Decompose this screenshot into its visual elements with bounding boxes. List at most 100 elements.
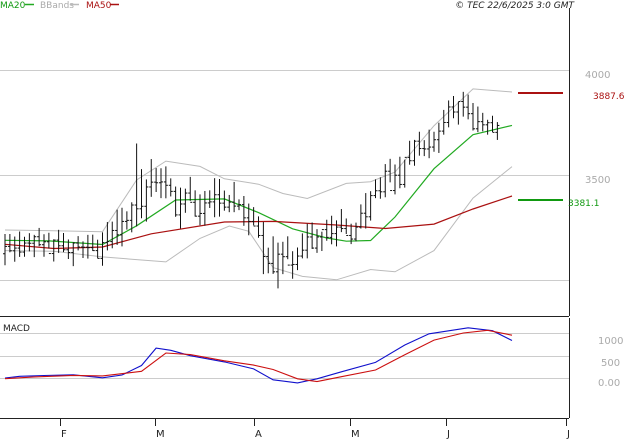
ohlc-bar bbox=[173, 186, 178, 217]
ohlc-bar bbox=[66, 239, 71, 259]
legend: MA20 BBands MA50 bbox=[0, 1, 119, 11]
ohlc-bar bbox=[334, 220, 339, 247]
ohlc-bar bbox=[100, 232, 105, 266]
ohlc-bar bbox=[81, 241, 85, 258]
ohlc-bar bbox=[412, 139, 417, 166]
ohlc-bar bbox=[159, 168, 163, 199]
ohlc-bar bbox=[17, 231, 22, 257]
ohlc-bar bbox=[251, 207, 256, 227]
ohlc-bar bbox=[37, 227, 42, 247]
ohlc-bar bbox=[22, 236, 27, 257]
ohlc-bar bbox=[120, 207, 124, 247]
ohlc-bar bbox=[105, 222, 110, 251]
ohlc-bar bbox=[227, 194, 232, 213]
ohlc-bar bbox=[310, 222, 315, 249]
ohlc-bar bbox=[110, 221, 115, 249]
ohlc-bar bbox=[485, 119, 490, 135]
ohlc-bar bbox=[305, 223, 310, 259]
ohlc-bar bbox=[95, 239, 100, 259]
x-tick-label-0: F bbox=[61, 429, 67, 440]
legend-bbands: BBands bbox=[40, 1, 74, 11]
ohlc-bar bbox=[373, 179, 378, 199]
ohlc-bar bbox=[295, 247, 300, 271]
legend-ma50: MA50 bbox=[86, 1, 112, 11]
ohlc-bar bbox=[261, 222, 266, 275]
ohlc-bar bbox=[183, 188, 188, 213]
macd-line bbox=[4, 327, 513, 384]
macd-panel-title: MACD bbox=[3, 324, 30, 334]
x-tick-label-4: J bbox=[446, 429, 450, 440]
ohlc-bar bbox=[163, 166, 168, 199]
copyright-notice: © TEC 22/6/2025 3:0 GMT bbox=[455, 1, 575, 11]
ohlc-bar bbox=[422, 140, 427, 157]
ohlc-bar bbox=[154, 168, 159, 193]
ohlc-bar bbox=[441, 109, 446, 135]
ohlc-bar bbox=[85, 234, 90, 259]
ohlc-bar bbox=[256, 216, 261, 238]
support-level-label: 3381.1 bbox=[568, 199, 600, 209]
ohlc-bar bbox=[27, 233, 32, 252]
ohlc-bar bbox=[339, 209, 344, 233]
ohlc-bar bbox=[76, 236, 81, 251]
macd-y-label-1000: 1000 bbox=[598, 336, 623, 347]
ohlc-bar bbox=[319, 229, 324, 252]
ohlc-bar bbox=[222, 190, 227, 211]
ohlc-bar bbox=[149, 159, 154, 197]
ohlc-bar bbox=[329, 215, 334, 245]
ohlc-bar bbox=[402, 156, 407, 188]
legend-ma20: MA20 bbox=[0, 1, 26, 11]
ohlc-bar bbox=[354, 222, 358, 242]
ohlc-bar bbox=[324, 219, 329, 241]
ohlc-bar bbox=[12, 236, 17, 262]
macd-panel: MACD bbox=[0, 318, 570, 419]
ohlc-bar bbox=[217, 178, 222, 217]
ohlc-bar bbox=[237, 199, 241, 211]
ohlc-bar bbox=[232, 181, 237, 213]
macd-y-label-0: 0.00 bbox=[598, 378, 620, 389]
ohlc-bar bbox=[115, 209, 120, 245]
price-y-label-4000: 4000 bbox=[585, 70, 610, 81]
ohlc-bar bbox=[344, 218, 349, 236]
ohlc-bar bbox=[475, 106, 480, 133]
ohlc-bar bbox=[397, 156, 402, 189]
ohlc-bar bbox=[90, 234, 95, 252]
ohlc-bar bbox=[178, 187, 183, 229]
ohlc-bar bbox=[363, 193, 368, 229]
ohlc-bar bbox=[207, 190, 212, 208]
bollinger-bands bbox=[4, 88, 513, 281]
ohlc-bar bbox=[56, 229, 61, 253]
ohlc-bar bbox=[378, 177, 383, 199]
ohlc-bar bbox=[495, 122, 500, 140]
ohlc-bar bbox=[300, 233, 305, 259]
ohlc-bar bbox=[290, 251, 295, 279]
ohlc-bar bbox=[349, 223, 354, 245]
ohlc-bar bbox=[368, 191, 373, 221]
ohlc-bar bbox=[427, 129, 432, 159]
ohlc-bar bbox=[188, 176, 193, 203]
ohlc-bar bbox=[388, 158, 393, 192]
x-axis: F M A M J J bbox=[60, 418, 570, 440]
ohlc-bar bbox=[456, 101, 461, 125]
ohlc-bar bbox=[134, 143, 139, 227]
ohlc-bar bbox=[71, 242, 76, 267]
x-tick-label-3: M bbox=[351, 429, 360, 440]
ohlc-bar bbox=[46, 232, 51, 255]
ohlc-bar bbox=[393, 164, 397, 195]
x-tick-label-2: A bbox=[255, 429, 262, 440]
ohlc-bar bbox=[7, 234, 12, 253]
ohlc-bar bbox=[280, 241, 285, 275]
resistance-level-label: 3887.6 bbox=[593, 92, 625, 102]
ohlc-bar bbox=[212, 178, 217, 218]
ohlc-bar bbox=[436, 122, 441, 153]
macd-y-label-500: 500 bbox=[601, 358, 620, 369]
ohlc-bar bbox=[61, 232, 66, 253]
ohlc-bar bbox=[417, 131, 422, 156]
ohlc-bar bbox=[246, 203, 251, 236]
ohlc-bar bbox=[461, 91, 466, 117]
ohlc-bar bbox=[285, 236, 290, 266]
ohlc-bar bbox=[124, 211, 129, 230]
ohlc-bar bbox=[271, 236, 276, 274]
bband-lower-line bbox=[4, 166, 513, 281]
ohlc-bar bbox=[383, 164, 388, 198]
ohlc-bar bbox=[42, 234, 46, 257]
